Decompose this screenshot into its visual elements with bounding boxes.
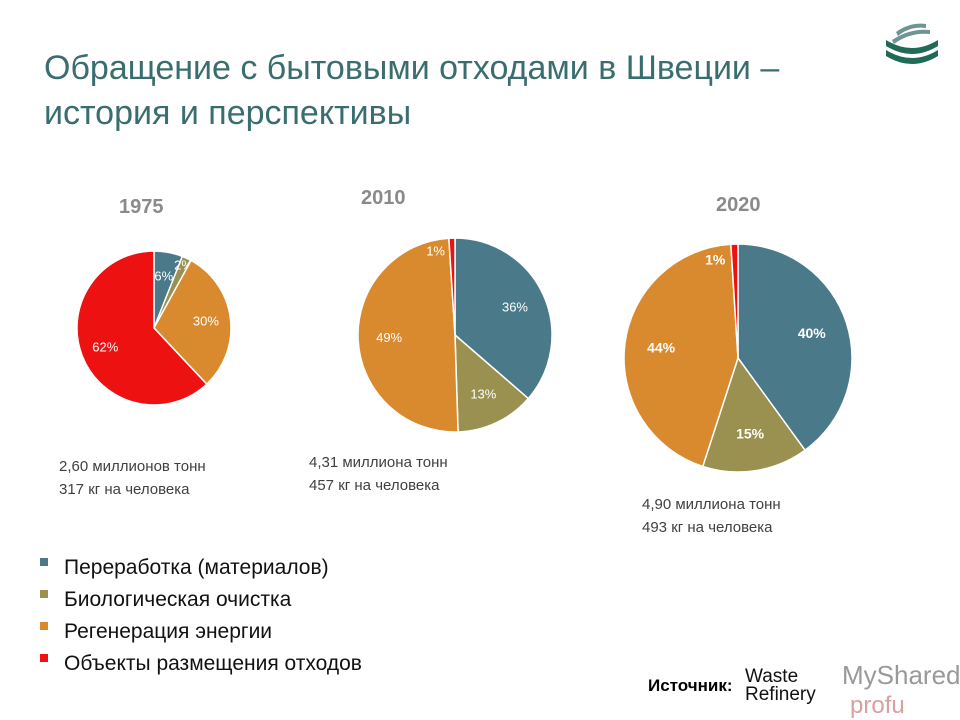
pie-slice-2010-energy — [357, 237, 459, 433]
legend-label: Регенерация энергии — [64, 620, 273, 643]
data-label: 36% — [502, 300, 528, 315]
waste-refinery-logo: Waste Refinery — [745, 666, 816, 705]
legend-swatch — [40, 590, 48, 598]
legend: Переработка (материалов) Биологическая о… — [38, 552, 364, 712]
data-label: 15% — [736, 426, 765, 442]
data-label: 44% — [647, 339, 676, 355]
pie-slice-2010-landfill — [448, 237, 456, 336]
legend-item-energy: Регенерация энергии — [38, 616, 364, 648]
slide-title: Обращение с бытовыми отходами в Швеции –… — [44, 49, 780, 132]
profu-logo: profu — [850, 692, 905, 719]
pie-slice-2020-landfill — [730, 243, 739, 359]
data-label: 13% — [470, 387, 496, 402]
legend-label: Объекты размещения отходов — [64, 652, 362, 675]
data-label: 62% — [92, 339, 118, 354]
pie-slice-2020-recycling — [737, 243, 853, 452]
data-label: 6% — [154, 269, 173, 284]
info-2020: 4,90 миллиона тонн 493 кг на человека — [642, 493, 781, 539]
pie-slice-2010-recycling — [454, 237, 553, 400]
pie-slice-1975-landfill — [76, 250, 208, 406]
pie-slice-2020-biological — [701, 356, 807, 473]
year-2020: 2020 — [716, 194, 761, 216]
info-1975: 2,60 миллионов тонн 317 кг на человека — [59, 455, 206, 501]
info-2010: 4,31 миллиона тонн 457 кг на человека — [309, 451, 448, 497]
data-label: 49% — [376, 330, 402, 345]
pie-slice-2010-biological — [454, 333, 530, 433]
data-label: 40% — [798, 325, 827, 341]
info-tonnes: 4,31 миллиона тонн — [309, 454, 448, 471]
info-per-person: 457 кг на человека — [309, 477, 440, 494]
data-label: 1% — [705, 252, 726, 268]
year-1975: 1975 — [119, 196, 164, 218]
legend-label: Биологическая очистка — [64, 588, 292, 611]
data-label: 1% — [426, 243, 445, 258]
legend-swatch — [40, 622, 48, 630]
legend-swatch — [40, 654, 48, 662]
legend-item-biological: Биологическая очистка — [38, 584, 364, 616]
legend-item-recycling: Переработка (материалов) — [38, 552, 364, 584]
info-tonnes: 2,60 миллионов тонн — [59, 458, 206, 475]
legend-swatch — [40, 558, 48, 566]
source-label: Источник: — [648, 676, 733, 695]
info-per-person: 493 кг на человека — [642, 519, 773, 536]
info-per-person: 317 кг на человека — [59, 481, 190, 498]
company-logo-icon — [886, 23, 938, 64]
legend-label: Переработка (материалов) — [64, 556, 329, 579]
pie-slice-2020-energy — [623, 243, 739, 468]
pie-slice-1975-energy — [153, 259, 232, 386]
watermark: MyShared — [842, 660, 960, 690]
info-tonnes: 4,90 миллиона тонн — [642, 496, 781, 513]
year-2010: 2010 — [361, 187, 406, 209]
legend-item-landfill: Объекты размещения отходов — [38, 648, 364, 712]
data-label: 30% — [193, 313, 219, 328]
